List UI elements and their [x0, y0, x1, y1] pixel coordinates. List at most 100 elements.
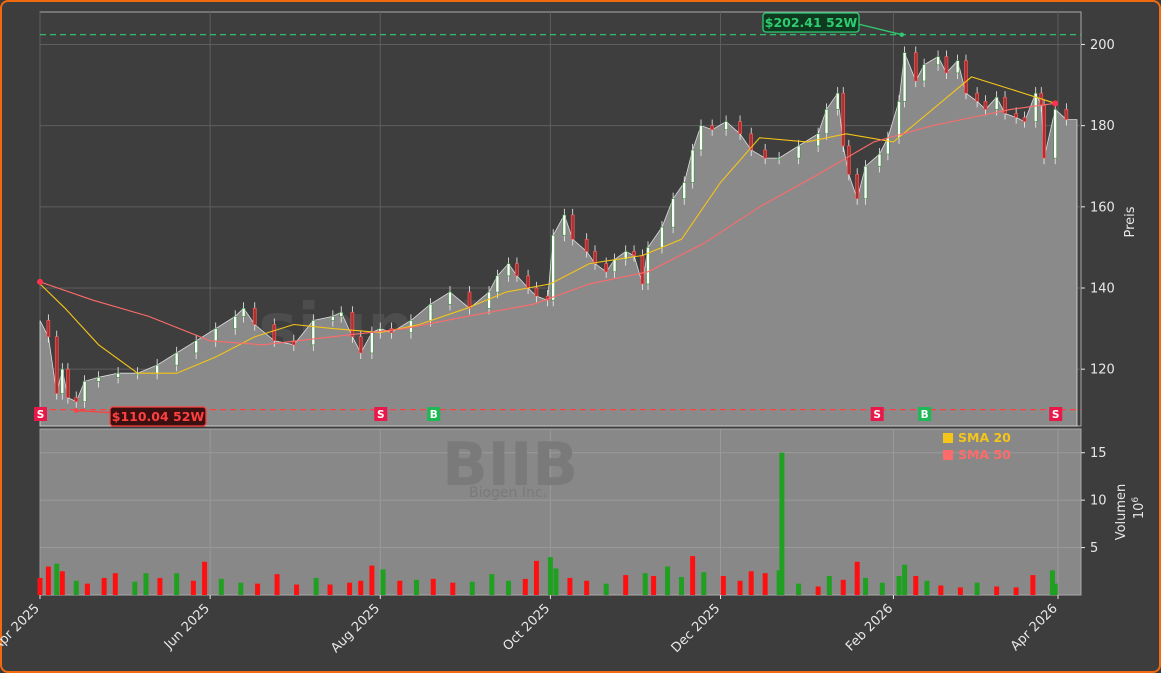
y-tick-label: 120	[1090, 363, 1115, 378]
y-tick-label: 160	[1090, 200, 1115, 215]
volume-bar	[1052, 583, 1058, 595]
candle-body	[66, 368, 70, 398]
x-tick-label: Oct 2025	[500, 601, 553, 654]
volume-bar	[143, 573, 149, 595]
low-52w-annotation-label: $110.04 52W	[112, 409, 205, 424]
candle-body	[233, 316, 238, 329]
volume-bar	[826, 576, 832, 595]
volume-bar	[974, 582, 980, 595]
annotations: $202.41 52W $110.04 52W	[74, 12, 905, 427]
sma-end-dot	[1052, 100, 1059, 107]
signal-box	[427, 407, 441, 421]
volume-bar	[190, 580, 196, 595]
volume-bar	[522, 578, 528, 595]
candle-body	[640, 255, 645, 285]
v-tick-label: 10	[1090, 494, 1107, 509]
y-tick-label: 180	[1090, 119, 1115, 134]
candle-body	[562, 214, 567, 236]
candle-body	[749, 133, 754, 151]
legend: SMA 20 SMA 50	[943, 430, 1011, 462]
legend-label-sma20: SMA 20	[958, 430, 1011, 445]
legend-swatch-sma20	[943, 433, 953, 443]
signal-box	[870, 407, 884, 421]
volume-bar	[690, 556, 696, 595]
volume-bar	[678, 576, 684, 595]
volume-axis-label: Volumen	[1114, 484, 1129, 541]
candle-body	[944, 56, 949, 74]
volume-bar	[623, 575, 629, 595]
volume-bar	[274, 574, 280, 595]
candle-body	[604, 263, 608, 273]
candle-body	[116, 372, 120, 378]
volume-bar	[1013, 587, 1019, 595]
candle-body	[584, 238, 589, 252]
candle-body	[570, 214, 575, 240]
sma-line-50	[39, 102, 1056, 346]
volume-bar	[567, 577, 573, 595]
candle-body	[358, 336, 363, 354]
volume-bar	[489, 574, 495, 595]
volume-bar	[202, 561, 208, 595]
candle-body	[495, 275, 500, 293]
candle-body	[975, 92, 979, 102]
candle-body	[331, 316, 335, 321]
volume-bar	[469, 581, 475, 595]
volume-bar	[879, 582, 885, 595]
signal-label: B	[921, 409, 929, 421]
candle-body	[82, 381, 87, 402]
high-52w-annotation: $202.41 52W	[762, 12, 905, 37]
x-tick-label: Dec 2025	[669, 601, 724, 656]
candle-body	[936, 56, 940, 66]
volume-bar	[37, 577, 43, 595]
candle-body	[699, 125, 703, 151]
candle-body	[46, 320, 51, 338]
volume-bar	[584, 580, 590, 595]
candle-body	[1053, 109, 1058, 159]
volume-bar	[547, 557, 553, 595]
candle-body	[855, 174, 859, 200]
candles	[46, 46, 1069, 408]
candle-body	[863, 165, 868, 200]
volume-bar	[701, 572, 707, 595]
volume-bar	[313, 577, 319, 595]
volume-bar	[737, 580, 743, 595]
high-52w-annotation-arrowhead	[899, 32, 905, 37]
volume-bar	[896, 576, 902, 595]
candle-body	[902, 52, 907, 102]
candle-body	[534, 287, 539, 297]
candle-body	[60, 368, 65, 394]
legend-swatch-sma50	[943, 450, 953, 460]
v-tick-label: 15	[1090, 446, 1107, 461]
candle-body	[551, 234, 555, 301]
candle-body	[710, 125, 714, 131]
candle-body	[339, 312, 344, 317]
volume-bar	[840, 579, 846, 595]
volume-bar	[957, 587, 963, 595]
candle-body	[841, 92, 846, 147]
high-52w-annotation-box	[762, 12, 860, 33]
candle-body	[54, 336, 59, 394]
volume-bar	[776, 570, 782, 595]
volume-bar	[748, 571, 754, 595]
y-tick-label: 140	[1090, 282, 1115, 297]
high-52w-annotation-label: $202.41 52W	[765, 15, 858, 30]
candle-body	[955, 60, 960, 74]
volume-bar	[863, 577, 869, 595]
volume-bar	[506, 580, 512, 595]
high-52w-annotation-arrow	[857, 23, 902, 36]
volume-bar	[358, 580, 364, 595]
candle-body	[738, 121, 742, 135]
volume-unit-label: 106	[1131, 497, 1147, 520]
candle-body	[632, 251, 636, 256]
candle-body	[1003, 96, 1007, 114]
signal-buy: B	[918, 407, 932, 421]
candle-body	[74, 397, 79, 402]
volume-bar	[414, 579, 420, 595]
volume-bar	[174, 573, 180, 595]
volume-bar	[762, 573, 768, 595]
volume-bar	[450, 582, 456, 595]
candle-body	[370, 332, 374, 354]
candle-body	[1033, 92, 1038, 122]
volume-bar	[651, 576, 657, 595]
x-tick-label: Apr 2026	[1008, 601, 1061, 654]
